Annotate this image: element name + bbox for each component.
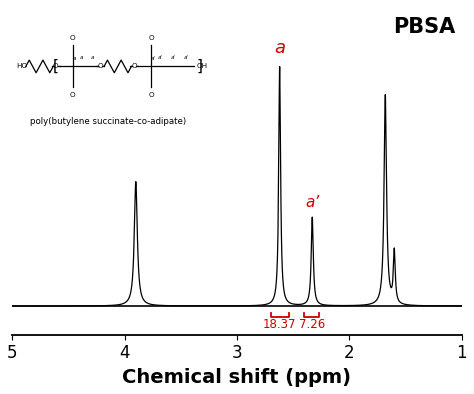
Text: 7.26: 7.26 bbox=[299, 318, 325, 331]
Text: a: a bbox=[274, 39, 285, 57]
Text: a’: a’ bbox=[305, 195, 319, 210]
Text: PBSA: PBSA bbox=[393, 17, 455, 37]
X-axis label: Chemical shift (ppm): Chemical shift (ppm) bbox=[122, 368, 351, 387]
Text: 18.37: 18.37 bbox=[263, 318, 296, 331]
